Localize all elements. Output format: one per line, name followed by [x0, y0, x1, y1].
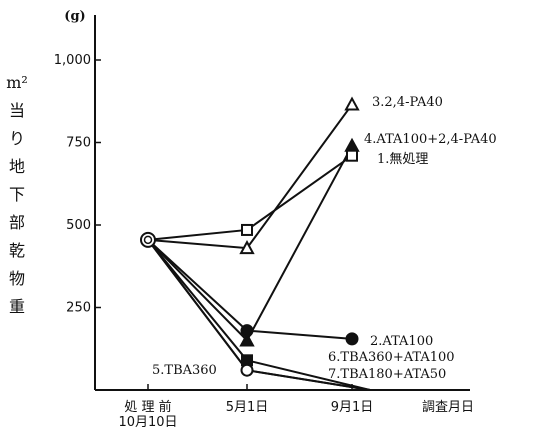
y-unit-label: (g)	[64, 9, 85, 24]
series-5-point-1	[240, 363, 254, 377]
series-label-5: 7.TBA180+ATA50	[328, 367, 446, 382]
y-axis-label-char-0: m²	[6, 73, 28, 92]
series-label-4: 6.TBA360+ATA100	[328, 350, 455, 365]
series-0-point-1	[239, 240, 255, 255]
x-tick-label-1: 5月1日	[226, 400, 269, 415]
series-line-3	[147, 239, 353, 340]
series-1-point-1	[239, 332, 255, 347]
y-tick-label-1000: 1,000	[54, 53, 91, 68]
y-axis-label-char-7: 物	[9, 269, 25, 288]
series-3-point-2	[345, 332, 359, 346]
start-point-inner	[143, 235, 153, 245]
y-axis-label-char-2: り	[9, 129, 25, 148]
x-tick-label2-0: 10月10日	[118, 415, 177, 430]
series-label-6: 5.TBA360	[152, 363, 217, 378]
series-1-point-2	[344, 137, 360, 152]
series-2-point-2	[346, 149, 358, 162]
x-axis-label: 調査月日	[422, 400, 474, 415]
y-tick-label-500: 500	[66, 218, 91, 233]
series-3-point-1	[240, 324, 254, 338]
x-tick-label-2: 9月1日	[331, 400, 374, 415]
y-axis-label-char-5: 部	[9, 213, 25, 232]
series-0-point-2	[344, 96, 360, 111]
y-axis-label-char-6: 乾	[9, 241, 25, 260]
x-tick-label-0: 処 理 前	[124, 399, 171, 415]
y-tick-label-750: 750	[66, 136, 91, 151]
series-label-1: 4.ATA100+2,4-PA40	[364, 132, 497, 147]
y-axis-label-char-4: 下	[9, 185, 25, 204]
series-label-0: 3.2,4-PA40	[372, 95, 443, 110]
y-axis-label-char-8: 重	[9, 297, 25, 316]
series-label-2: 1.無処理	[377, 152, 428, 167]
y-axis-label-char-1: 当	[9, 101, 25, 120]
series-label-3: 2.ATA100	[370, 334, 433, 349]
y-tick-label-250: 250	[66, 301, 91, 316]
y-axis-label-char-3: 地	[9, 157, 25, 176]
series-2-point-1	[241, 223, 253, 236]
